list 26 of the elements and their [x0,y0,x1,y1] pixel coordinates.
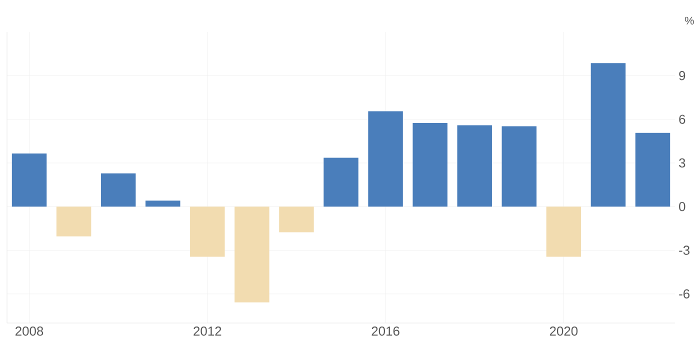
bar [502,126,537,207]
y-tick-label: -6 [679,289,690,298]
y-tick-label: 9 [679,71,686,80]
y-tick-label: 3 [679,158,686,168]
bar [635,132,670,207]
x-tick-label: 2020 [550,326,578,336]
y-axis-title: % [684,16,694,24]
y-tick-label: 6 [679,114,686,124]
bar [234,206,270,302]
bar [279,206,314,232]
bar [412,122,448,207]
bar [324,158,358,207]
bar [457,125,492,207]
x-tick-label: 2008 [16,326,44,336]
bar [590,63,626,207]
bar [56,206,92,236]
bar [546,206,582,257]
bar [190,206,225,257]
bar [12,153,47,207]
y-tick-label: 0 [679,202,686,212]
x-tick-label: 2016 [372,326,400,336]
x-tick-label: 2012 [194,326,222,336]
y-tick-label: -3 [679,246,690,255]
bar [146,200,180,207]
bar [100,173,136,207]
bar [368,111,403,207]
